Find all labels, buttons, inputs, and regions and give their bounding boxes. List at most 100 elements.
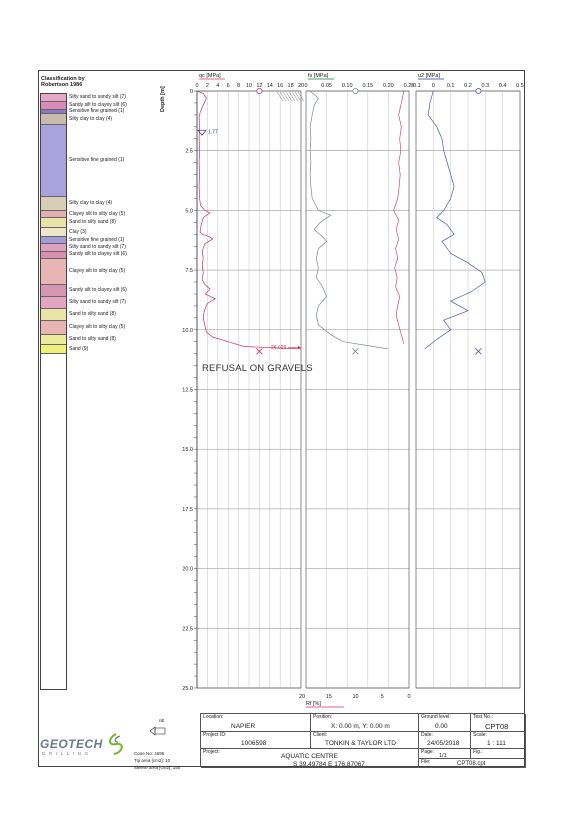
classification-title-line1: Classification by: [41, 76, 85, 82]
depth-tick-label: 17.5: [182, 507, 193, 513]
x-tick-label: 0.2: [464, 83, 472, 89]
panel-title: u2 [MPa]: [418, 73, 440, 79]
classification-layer-label: Sensitive fine grained (1): [69, 236, 125, 243]
hatch-line: [291, 91, 299, 102]
curve-layer: [196, 88, 486, 355]
classification-layer-label: Sensitive fine grained (1): [69, 107, 125, 114]
rf-tick-label: 5: [381, 694, 384, 700]
classification-layer-label: Sandy silt to clayey silt (6): [69, 251, 127, 258]
classification-labels: Silty sand to sandy silt (7) Sandy silt t…: [69, 93, 194, 690]
depth-tick-label: 7.5: [185, 268, 193, 274]
rf-axis-title: Rf [%]: [306, 701, 321, 707]
classification-layer-box: [41, 218, 66, 228]
classification-layer-box: [41, 308, 66, 321]
page-label: Page:: [421, 749, 435, 755]
classification-layer-box: [41, 94, 66, 103]
location-label: Location:: [203, 714, 224, 720]
classification-layer-label: Silty sand to sandy silt (7): [69, 298, 126, 305]
page-cell: Page: 1/1: [419, 749, 471, 759]
x-tick-label: 12: [256, 83, 262, 89]
test-no-label: Test No.:: [473, 714, 493, 720]
classification-layer-label: Silty clay to clay (4): [69, 199, 113, 206]
x-tick-label: 0.15: [362, 83, 373, 89]
classification-layer-label: Silty sand to sandy silt (7): [69, 244, 126, 251]
company-name: GEOTECH: [40, 737, 103, 751]
depth-tick-label: 12.5: [182, 388, 193, 394]
classification-layer-box: [41, 114, 66, 126]
classification-layer-label: Clayey silt to silty clay (5): [69, 267, 126, 274]
ground-level-value: 0.00: [435, 723, 448, 730]
depth-tick-label: 15.0: [182, 447, 193, 453]
file-cell: File: CPT08.cpt: [419, 759, 526, 768]
cone-icon: [149, 724, 166, 736]
project-id-cell: Project ID: 1006598: [201, 732, 311, 749]
x-tick-label: 4: [216, 83, 219, 89]
x-tick-label: 0: [195, 83, 198, 89]
classification-layer-label: Silty clay to clay (4): [69, 115, 113, 122]
hatch-line: [285, 91, 293, 102]
x-tick-label: 0: [304, 83, 307, 89]
fig-cell: Fig.:: [471, 749, 526, 759]
x-tick-label: 14: [267, 83, 273, 89]
hatch-line: [279, 91, 287, 102]
rf-tick-label: 15: [326, 694, 332, 700]
rf-tick-label: 0: [407, 694, 410, 700]
x-tick-label: 0: [432, 83, 435, 89]
location-value: NAPIER: [231, 723, 256, 730]
file-label: File:: [421, 759, 431, 765]
classification-layer-box: [41, 285, 66, 297]
ground-level-label: Ground level:: [421, 714, 451, 720]
x-tick-label: 0.20: [383, 83, 394, 89]
classification-layer-label: Sensitive fine grained (1): [69, 156, 125, 163]
classification-layer-box: [41, 102, 66, 110]
test-no-value: CPT08: [485, 722, 509, 731]
qc-max-arrowhead: [298, 345, 301, 349]
cone-svg: [149, 726, 166, 736]
depth-tick-label: 10.0: [182, 328, 193, 334]
rf-tick-label: 10: [352, 694, 358, 700]
classification-layer-box: [41, 344, 66, 355]
date-label: Date:: [421, 732, 433, 738]
x-tick-label: 0.3: [482, 83, 490, 89]
refusal-x-marker: [256, 348, 263, 355]
coords-value: S 39.49784 E 176.87067: [293, 761, 365, 768]
refusal-x-marker: [352, 348, 359, 355]
tip-area: Tip area [cm2]: 10: [134, 758, 171, 763]
scale-cell: Scale: 1 : 111: [471, 732, 526, 749]
x-tick-label: 0.5: [516, 83, 524, 89]
client-value: TONKIN & TAYLOR LTD: [325, 740, 396, 747]
x-tick-label: 10: [246, 83, 252, 89]
client-cell: Client: TONKIN & TAYLOR LTD: [311, 732, 419, 749]
grid-layer: [194, 90, 521, 689]
classification-layer-box: [41, 335, 66, 345]
x-tick-label: 0.10: [342, 83, 353, 89]
data-series-line: [196, 90, 302, 350]
panel-title: qc [MPa]: [199, 73, 221, 79]
classification-column: [40, 93, 67, 690]
top-marker: [256, 88, 263, 95]
hatch-line: [294, 91, 302, 102]
classification-layer-box: [41, 296, 66, 309]
classification-boxes: [41, 94, 66, 689]
classification-layer-box: [41, 196, 66, 211]
hatch-line: [288, 91, 296, 102]
classification-layer-box: [41, 211, 66, 219]
x-tick-label: 20: [298, 83, 304, 89]
cone-icon-label: nE: [159, 718, 165, 723]
label-layer: 02.55.07.510.012.515.017.520.022.525.00 2…: [182, 73, 524, 708]
panel-title: fs [MPa]: [308, 73, 329, 79]
classification-layer-label: Clayey silt to silty clay (5): [69, 324, 126, 331]
date-value: 24/05/2018: [427, 740, 460, 747]
hatch-line: [276, 91, 284, 102]
top-marker: [352, 88, 359, 95]
classification-title-line2: Robertson 1986: [41, 82, 83, 88]
position-cell: Position: X: 0.00 m, Y: 0.00 m: [311, 714, 419, 732]
x-tick-label: 2: [206, 83, 209, 89]
classification-layer-label: Sandy silt to clayey silt (6): [69, 101, 127, 108]
x-tick-label: 16: [277, 83, 283, 89]
logo-swirl-icon: [109, 733, 123, 755]
depth-tick-label: 22.5: [182, 626, 193, 632]
x-tick-label: 0.25: [404, 83, 415, 89]
